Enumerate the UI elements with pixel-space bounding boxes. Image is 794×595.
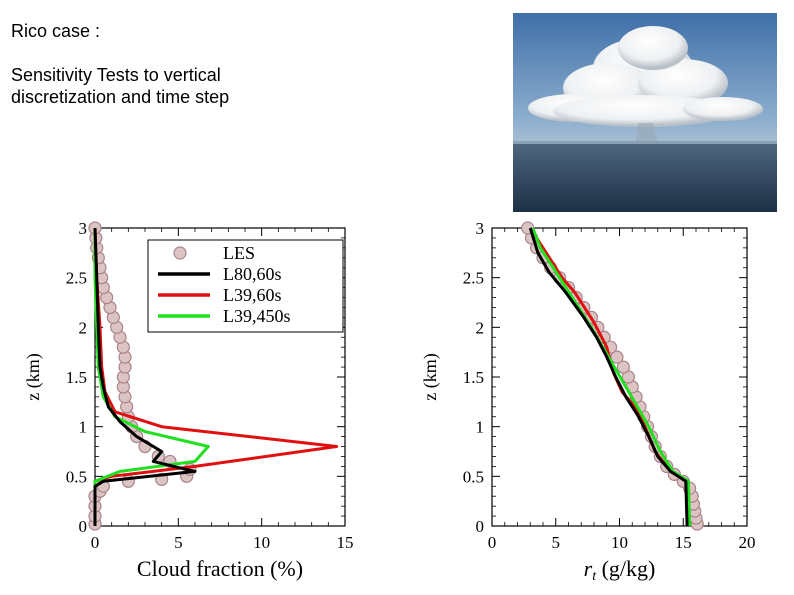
legend-marker-les <box>173 246 187 260</box>
x-tick-label: 20 <box>739 533 756 552</box>
y-tick-label: 1 <box>79 418 88 437</box>
series-l39-450s-line <box>93 228 210 526</box>
total-water-chart: 0 0.5 1 1.5 2 2.5 3 0 5 10 15 20 z (km) rt (g/kg) <box>420 219 756 584</box>
legend-label-l80-60s: L80,60s <box>223 264 282 284</box>
legend-label-l39-450s: L39,450s <box>223 306 291 326</box>
slide-subtitle-line2: discretization and time step <box>11 87 230 107</box>
x-axis-label: rt (g/kg) <box>584 556 656 584</box>
cloud-photo <box>513 13 777 212</box>
x-tick-label: 0 <box>488 533 497 552</box>
y-tick-label: 1 <box>476 418 485 437</box>
slide-heading: Rico case : <box>11 21 101 41</box>
x-axis-label: Cloud fraction (%) <box>137 556 303 581</box>
cloud-fraction-chart: 0 0.5 1 1.5 2 2.5 3 0 5 10 15 z (km) Cloud fraction … <box>23 219 354 581</box>
y-tick-label: 2.5 <box>66 269 87 288</box>
slide-subtitle-line1: Sensitivity Tests to vertical <box>11 65 221 85</box>
x-tick-label: 5 <box>552 533 561 552</box>
series-les-markers <box>521 221 704 531</box>
y-tick-label: 0.5 <box>463 467 484 486</box>
y-tick-label: 3 <box>476 219 485 238</box>
slide-title-block: Rico case : Sensitivity Tests to vertica… <box>11 20 229 108</box>
y-tick-label: 0 <box>79 517 88 536</box>
x-tick-label: 10 <box>253 533 270 552</box>
x-tick-label: 10 <box>611 533 628 552</box>
y-tick-label: 2 <box>476 318 485 337</box>
y-tick-label: 0.5 <box>66 467 87 486</box>
series-l39-450s-line <box>531 227 692 527</box>
series-l80-60s-line <box>528 227 689 527</box>
x-tick-label: 5 <box>174 533 183 552</box>
y-tick-label: 0 <box>476 517 485 536</box>
y-axis-label: z (km) <box>420 353 441 400</box>
slide-spacer <box>11 42 229 64</box>
y-tick-label: 1.5 <box>66 368 87 387</box>
les-data-point <box>616 360 630 374</box>
y-tick-label: 3 <box>79 219 88 238</box>
les-data-point <box>610 350 624 364</box>
legend-label-l39-60s: L39,60s <box>223 285 282 305</box>
x-tick-label: 0 <box>91 533 100 552</box>
y-axis-label: z (km) <box>23 353 44 400</box>
legend-label-les: LES <box>223 243 255 263</box>
series-l80-60s-line <box>93 227 197 526</box>
y-tick-label: 2 <box>79 318 88 337</box>
y-tick-label: 1.5 <box>463 368 484 387</box>
y-tick-label: 2.5 <box>463 269 484 288</box>
x-tick-label: 15 <box>337 533 354 552</box>
x-tick-label: 15 <box>675 533 692 552</box>
